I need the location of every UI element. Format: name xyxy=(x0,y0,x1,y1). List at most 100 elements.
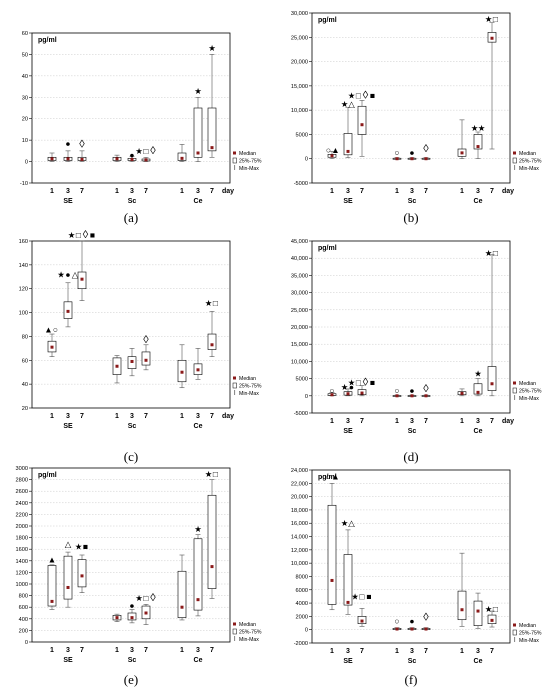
legend-median-label: Median xyxy=(519,623,536,629)
iqr-box xyxy=(177,152,187,161)
significance-marker: ★ xyxy=(75,541,83,551)
median-marker xyxy=(395,627,399,631)
significance-marker: ○ xyxy=(326,472,331,482)
y-tick-label: -5000 xyxy=(294,181,308,187)
x-day-label: 1 xyxy=(330,418,334,425)
significance-marker: ◊ xyxy=(423,612,429,624)
median-marker xyxy=(460,391,464,395)
legend-box-label: 25%-75% xyxy=(519,159,542,165)
significance-marker: ★ xyxy=(135,593,143,603)
significance-marker: ○ xyxy=(326,145,331,155)
legend-box-swatch xyxy=(512,157,517,164)
significance-marker: ◊ xyxy=(423,143,429,155)
iqr-box xyxy=(207,333,217,350)
legend-median-swatch xyxy=(513,381,516,385)
y-tick-label: 2000 xyxy=(296,614,308,620)
iqr-box xyxy=(343,133,353,156)
median-marker xyxy=(476,390,480,394)
median-marker xyxy=(330,393,334,397)
x-day-label: 1 xyxy=(460,648,464,655)
significance-marker: △ xyxy=(65,539,72,549)
median-marker xyxy=(144,611,148,615)
x-group-label: Ce xyxy=(474,428,483,435)
median-marker xyxy=(210,565,214,569)
x-day-label: 3 xyxy=(346,188,350,195)
y-tick-label: 0 xyxy=(25,160,28,166)
x-day-label: 7 xyxy=(424,648,428,655)
x-group-label: Ce xyxy=(474,198,483,205)
iqr-box xyxy=(357,105,367,135)
y-tick-label: 600 xyxy=(19,605,28,611)
median-marker xyxy=(395,157,399,161)
iqr-box xyxy=(77,559,87,588)
unit-label: pg/ml xyxy=(318,474,337,481)
iqr-box xyxy=(207,107,217,152)
significance-marker: △ xyxy=(72,269,79,279)
significance-marker: ◊ xyxy=(79,138,85,150)
legend-median-swatch xyxy=(513,623,516,627)
significance-marker: □ xyxy=(213,469,218,479)
x-day-label: 1 xyxy=(330,648,334,655)
x-day-label: 7 xyxy=(490,418,494,425)
legend-median-label: Median xyxy=(239,622,256,628)
significance-marker: □ xyxy=(359,591,364,601)
significance-marker: ▲ xyxy=(331,145,339,155)
x-day-label: 7 xyxy=(424,418,428,425)
y-tick-label: 0 xyxy=(305,394,308,400)
y-tick-label: 20,000 xyxy=(291,325,308,331)
significance-marker: ○ xyxy=(394,147,399,157)
x-day-label: 7 xyxy=(210,188,214,195)
significance-marker: ◊ xyxy=(363,377,369,389)
significance-marker: ★ xyxy=(474,368,482,378)
y-tick-label: 15,000 xyxy=(291,342,308,348)
y-tick-label: 10,000 xyxy=(291,108,308,114)
x-day-label: 3 xyxy=(410,188,414,195)
median-marker xyxy=(144,358,148,362)
plot-frame xyxy=(311,469,511,644)
y-tick-label: 25,000 xyxy=(291,35,308,41)
x-day-label: 3 xyxy=(66,413,70,420)
significance-marker: ★ xyxy=(348,378,356,388)
y-tick-label: 1600 xyxy=(16,547,28,553)
y-tick-label: 400 xyxy=(19,617,28,623)
caption-e: (e) xyxy=(123,672,139,687)
plot-frame xyxy=(311,12,511,184)
y-tick-label: 3000 xyxy=(16,466,28,472)
chart-panel-1: -5000 0 5000 10,000 15,000 20,000 25,000 30,000… xyxy=(291,11,542,205)
iqr-box xyxy=(193,107,203,158)
median-marker xyxy=(330,578,334,582)
chart-panel-3: -5000 0 5000 10,000 15,000 20,000 25,000 30,000… xyxy=(291,239,542,435)
median-marker xyxy=(66,585,70,589)
x-group-label: SE xyxy=(63,423,73,430)
x-group-label: Ce xyxy=(194,657,203,664)
x-day-label: 1 xyxy=(180,413,184,420)
median-marker xyxy=(144,158,148,162)
legend-box-swatch xyxy=(232,628,237,635)
y-tick-label: 20,000 xyxy=(291,495,308,501)
iqr-box xyxy=(473,383,483,395)
median-marker xyxy=(360,123,364,127)
median-marker xyxy=(130,616,134,620)
y-tick-label: 12,000 xyxy=(291,548,308,554)
y-tick-label: 2200 xyxy=(16,512,28,518)
significance-marker: △ xyxy=(348,518,355,528)
x-day-label: 1 xyxy=(460,418,464,425)
x-group-label: Sc xyxy=(128,657,137,664)
x-day-label: 3 xyxy=(410,418,414,425)
y-tick-label: 0 xyxy=(305,628,308,634)
median-marker xyxy=(180,156,184,160)
significance-marker: □ xyxy=(213,298,218,308)
significance-marker: ★ xyxy=(471,123,479,133)
iqr-box xyxy=(47,565,57,607)
x-day-label: 7 xyxy=(144,647,148,654)
x-day-label: 7 xyxy=(360,648,364,655)
y-tick-label: 160 xyxy=(19,239,28,245)
median-marker xyxy=(424,157,428,161)
y-tick-label: 2600 xyxy=(16,489,28,495)
median-marker xyxy=(130,157,134,161)
y-tick-label: 60 xyxy=(22,31,28,37)
y-tick-label: 25,000 xyxy=(291,308,308,314)
significance-marker: ★ xyxy=(57,269,65,279)
iqr-box xyxy=(457,590,467,621)
legend-median-label: Median xyxy=(519,381,536,387)
